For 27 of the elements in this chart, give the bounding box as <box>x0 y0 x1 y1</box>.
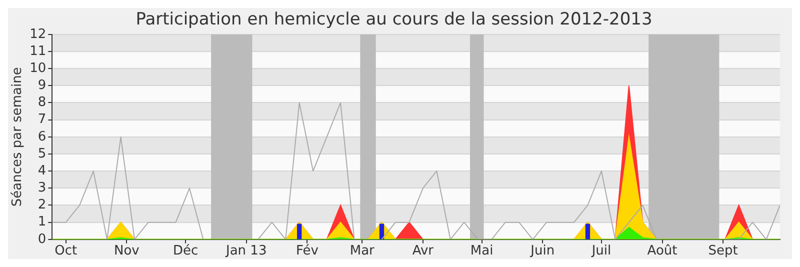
x-tick-label: Juil <box>590 244 612 259</box>
x-tick-label: Oct <box>54 244 78 259</box>
y-tick-label: 4 <box>38 163 46 178</box>
y-axis-title: Séances par semaine <box>10 67 26 207</box>
x-tick-label: Déc <box>172 244 198 259</box>
y-tick-label: 3 <box>38 180 46 196</box>
y-tick-label: 7 <box>38 112 46 128</box>
y-tick-label: 0 <box>38 232 46 247</box>
y-tick-label: 5 <box>38 146 46 162</box>
x-tick-label: Sept <box>708 244 738 259</box>
y-tick-label: 8 <box>38 95 46 110</box>
y-tick-label: 10 <box>30 60 46 76</box>
x-tick-label: Mai <box>470 244 494 259</box>
y-tick-label: 1 <box>38 214 46 230</box>
x-tick-label: Mar <box>350 244 376 259</box>
y-tick-label: 6 <box>38 129 46 144</box>
x-tick-label: Nov <box>114 244 140 259</box>
x-tick-label: Fév <box>296 244 319 259</box>
y-tick-label: 9 <box>38 78 46 94</box>
x-tick-label: Août <box>647 244 678 259</box>
chart-title: Participation en hemicycle au cours de la session 2012-2013 <box>136 10 652 30</box>
x-tick-label: Juin <box>530 244 555 259</box>
y-tick-label: 11 <box>30 44 46 59</box>
x-tick-label: Avr <box>412 244 434 259</box>
y-tick-label: 12 <box>30 26 46 42</box>
x-tick-label: Jan 13 <box>225 244 267 259</box>
y-tick-label: 2 <box>38 198 46 213</box>
